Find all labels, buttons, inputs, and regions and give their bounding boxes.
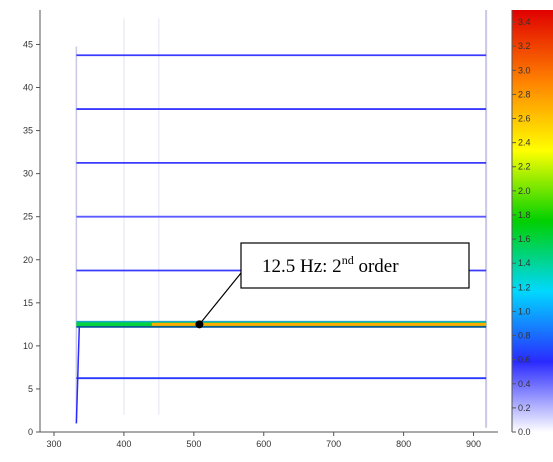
x-tick-label: 900 <box>466 439 481 449</box>
colorbar-tick-label: 1.6 <box>518 234 531 244</box>
y-tick-label: 15 <box>23 298 33 308</box>
annotation-marker <box>195 320 204 329</box>
colorbar-tick-label: 3.0 <box>518 65 531 75</box>
colorbar-bar <box>512 10 553 432</box>
annotation-box <box>240 242 470 289</box>
colorbar-tick-label: 0.0 <box>518 427 531 437</box>
plot-area <box>40 10 498 432</box>
x-axis-ticks: 300 400 500 600 700 800 900 <box>46 432 481 449</box>
y-tick-label: 20 <box>23 255 33 265</box>
colorbar-ticks: 0.0 0.2 0.4 0.6 0.8 1.0 1.2 1.4 1.6 1.8 2.0 2.2 2.4 2… <box>512 17 531 437</box>
colorbar-tick-label: 1.0 <box>518 306 531 316</box>
x-tick-label: 300 <box>46 439 61 449</box>
annotation-label: 12.5 Hz: 2 <box>262 256 342 277</box>
y-tick-label: 0 <box>28 427 33 437</box>
annotation-leader-line <box>198 272 242 325</box>
colorbar-tick-label: 2.0 <box>518 186 531 196</box>
annotation-suffix: order <box>354 256 400 277</box>
x-tick-label: 500 <box>186 439 201 449</box>
colorbar-tick-label: 0.6 <box>518 355 531 365</box>
x-tick-label: 700 <box>326 439 341 449</box>
colorbar-tick-label: 1.2 <box>518 282 531 292</box>
colorbar-tick-label: 2.6 <box>518 114 531 124</box>
colorbar-tick-label: 2.4 <box>518 138 531 148</box>
colorbar: 0.0 0.2 0.4 0.6 0.8 1.0 1.2 1.4 1.6 1.8 2.0 2.2 2.4 2… <box>511 10 553 437</box>
colorbar-tick-label: 2.8 <box>518 89 531 99</box>
colorbar-tick-label: 1.8 <box>518 210 531 220</box>
y-tick-label: 40 <box>23 83 33 93</box>
annotation-text: 12.5 Hz: 2nd order <box>262 253 399 277</box>
colorbar-tick-label: 3.4 <box>518 17 531 27</box>
y-tick-label: 45 <box>23 39 33 49</box>
x-tick-label: 800 <box>396 439 411 449</box>
y-tick-label: 10 <box>23 341 33 351</box>
y-tick-label: 35 <box>23 126 33 136</box>
band-strong-core <box>151 322 487 326</box>
colorbar-tick-label: 2.2 <box>518 162 531 172</box>
colorbar-tick-label: 1.4 <box>518 258 531 268</box>
y-tick-label: 25 <box>23 212 33 222</box>
colorbar-tick-label: 0.4 <box>518 379 531 389</box>
band-rise <box>75 324 81 424</box>
x-tick-label: 400 <box>116 439 131 449</box>
colorbar-tick-label: 0.8 <box>518 331 531 341</box>
annotation: 12.5 Hz: 2nd order <box>195 242 470 329</box>
y-tick-label: 30 <box>23 169 33 179</box>
y-tick-label: 5 <box>28 384 33 394</box>
annotation-superscript: nd <box>342 253 354 267</box>
colorbar-tick-label: 3.2 <box>518 41 531 51</box>
colorbar-tick-label: 0.2 <box>518 403 531 413</box>
x-tick-label: 600 <box>256 439 271 449</box>
y-axis-ticks: 0 5 10 15 20 25 30 35 40 45 <box>23 39 40 437</box>
